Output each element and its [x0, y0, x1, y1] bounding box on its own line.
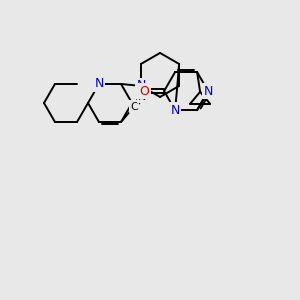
Text: O: O	[140, 85, 149, 98]
Text: C: C	[130, 102, 138, 112]
Text: N: N	[136, 80, 146, 92]
Text: N: N	[94, 77, 104, 90]
Text: N: N	[203, 85, 213, 98]
Text: N: N	[138, 92, 146, 102]
Text: N: N	[170, 103, 180, 117]
